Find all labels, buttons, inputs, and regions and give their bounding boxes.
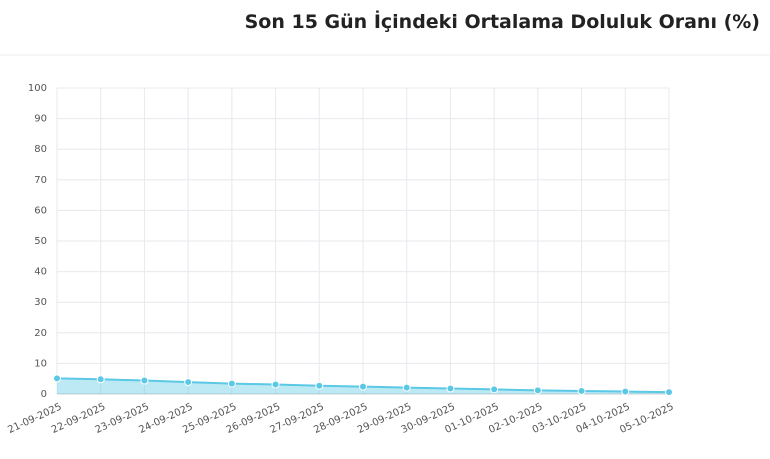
point: [315, 381, 324, 390]
point: [490, 385, 499, 394]
point: [184, 378, 193, 387]
point: [53, 374, 61, 383]
point: [359, 382, 367, 391]
y-tick-label: 80: [34, 144, 47, 155]
y-tick-label: 30: [34, 297, 47, 308]
y-tick-label: 10: [34, 358, 47, 369]
y-tick-label: 40: [34, 267, 47, 278]
y-tick-label: 70: [34, 175, 47, 186]
y-tick-label: 90: [34, 114, 47, 125]
point: [621, 387, 630, 396]
point: [271, 380, 280, 389]
point: [577, 386, 586, 395]
point: [140, 376, 149, 385]
y-tick-label: 20: [34, 328, 47, 339]
chart-title: Son 15 Gün İçindeki Ortalama Doluluk Ora…: [245, 9, 760, 33]
point: [446, 384, 455, 393]
point: [533, 386, 542, 395]
y-tick-label: 50: [34, 236, 47, 247]
point: [402, 383, 411, 392]
y-tick-label: 0: [41, 389, 47, 400]
point: [227, 379, 236, 388]
point: [96, 375, 105, 384]
y-tick-label: 60: [34, 205, 47, 216]
point: [665, 388, 673, 397]
y-tick-label: 100: [28, 83, 47, 94]
